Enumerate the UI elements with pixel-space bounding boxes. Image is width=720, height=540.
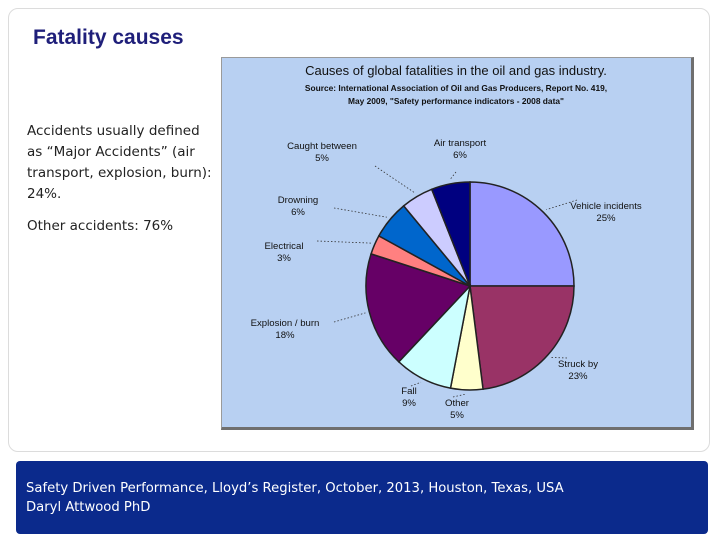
- slice-value-other: 5%: [450, 410, 464, 421]
- slice-value-caught-between: 5%: [315, 153, 329, 164]
- slice-value-electrical: 3%: [277, 253, 291, 264]
- slice-label-caught-between: Caught between: [287, 141, 357, 152]
- slice-label-struck-by: Struck by: [558, 359, 598, 370]
- chart-title: Causes of global fatalities in the oil a…: [305, 63, 607, 78]
- leader-line-struck-by: [550, 357, 568, 359]
- slice-value-vehicle-incidents: 25%: [596, 213, 616, 224]
- pie-slice-explosion-burn: [365, 252, 472, 363]
- slice-label-air-transport: Air transport: [434, 138, 487, 149]
- leader-line-air-transport: [449, 171, 457, 181]
- slide-title: Fatality causes: [33, 26, 184, 49]
- slice-label-explosion-burn: Explosion / burn: [251, 318, 320, 329]
- body-text-major-accidents: Accidents usually defined as “Major Acci…: [27, 123, 212, 202]
- slice-label-fall: Fall: [401, 386, 416, 397]
- slice-label-electrical: Electrical: [265, 241, 304, 252]
- body-text-other-accidents: Other accidents: 76%: [27, 218, 174, 234]
- leader-line-other: [452, 393, 467, 398]
- slice-label-vehicle-incidents: Vehicle incidents: [570, 201, 642, 212]
- slice-label-drowning: Drowning: [278, 195, 319, 206]
- footer-citation: Safety Driven Performance, Lloyd’s Regis…: [26, 481, 564, 496]
- pie-chart: Causes of global fatalities in the oil a…: [222, 58, 691, 427]
- chart-subtitle-line1: Source: International Association of Oil…: [305, 83, 607, 93]
- slice-value-struck-by: 23%: [568, 371, 588, 382]
- slice-value-drowning: 6%: [291, 207, 305, 218]
- pie-slice-air-transport: [430, 181, 471, 287]
- pie-chart-frame: Causes of global fatalities in the oil a…: [221, 57, 694, 430]
- footer-banner: Safety Driven Performance, Lloyd’s Regis…: [16, 461, 708, 534]
- chart-subtitle-line2: May 2009, "Safety performance indicators…: [348, 96, 564, 106]
- slice-value-fall: 9%: [402, 398, 416, 409]
- leader-line-caught-between: [374, 165, 416, 194]
- slice-value-air-transport: 6%: [453, 150, 467, 161]
- slice-label-other: Other: [445, 398, 470, 409]
- pie-slice-vehicle-incidents: [469, 181, 575, 287]
- slice-value-explosion-burn: 18%: [275, 330, 295, 341]
- footer-author: Daryl Attwood PhD: [26, 500, 151, 515]
- pie-slice-struck-by: [469, 285, 575, 391]
